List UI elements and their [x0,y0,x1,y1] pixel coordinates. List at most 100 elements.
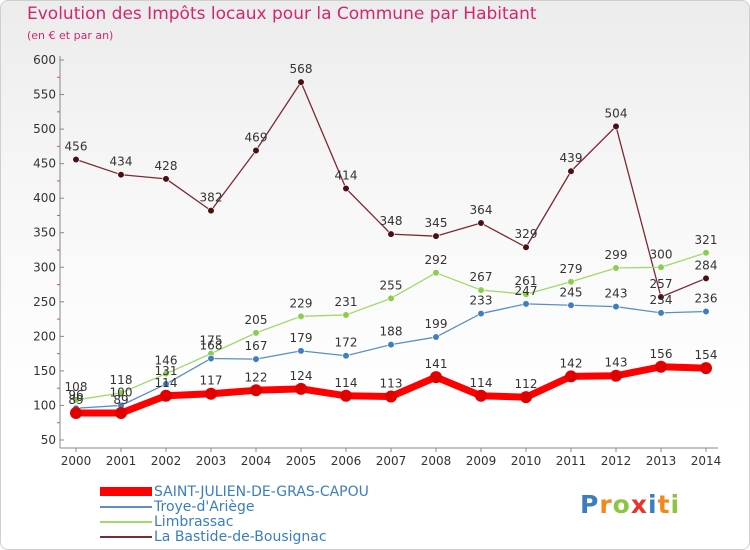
data-point [252,146,260,155]
legend-item: La Bastide-de-Bousignac [100,528,369,545]
legend-swatch [100,535,152,538]
data-point [477,219,485,227]
data-label: 141 [425,357,448,371]
data-label: 118 [110,373,133,387]
logo-letter: P [580,490,600,519]
data-label: 284 [695,258,718,272]
data-label: 236 [695,291,718,305]
data-label: 167 [245,339,268,353]
data-label: 114 [335,376,358,390]
data-label: 229 [290,296,313,310]
x-tick-label: 2012 [601,454,632,468]
y-tick-label: 250 [33,295,56,309]
data-label: 261 [515,274,538,288]
legend-item: Limbrassac [100,513,369,530]
data-label: 188 [380,325,403,339]
logo-letter: t [657,490,671,519]
data-label: 146 [155,354,178,368]
data-point [207,207,215,215]
x-tick-label: 2014 [691,454,722,468]
y-tick-label: 150 [33,364,56,378]
data-point [657,263,665,271]
legend-label: Limbrassac [154,513,234,530]
data-label: 364 [470,203,493,217]
legend-label: La Bastide-de-Bousignac [154,528,327,545]
data-label: 112 [515,377,538,391]
data-point [162,380,170,388]
y-tick-label: 450 [33,157,56,171]
data-label: 156 [650,347,673,361]
legend-item: SAINT-JULIEN-DE-GRAS-CAPOU [100,483,369,500]
y-tick-label: 200 [33,329,56,343]
data-label: 456 [65,139,88,153]
data-point [522,300,530,308]
data-label: 279 [560,262,583,276]
data-point [72,155,80,164]
data-label: 179 [290,331,313,345]
data-point [160,389,172,402]
data-label: 321 [695,233,718,247]
data-point [655,360,667,373]
data-point [340,389,352,402]
data-point [610,369,622,382]
data-label: 154 [695,348,718,362]
data-label: 108 [65,380,88,394]
x-tick-label: 2006 [331,454,362,468]
data-point [702,307,710,316]
legend-label: Troye-d'Ariège [154,498,255,515]
data-point [565,370,577,383]
data-point [477,286,485,294]
data-label: 345 [425,216,448,230]
data-point [567,301,575,309]
data-point [207,354,215,363]
data-label: 89 [113,393,128,407]
x-tick-label: 2008 [421,454,452,468]
data-point [477,309,485,318]
data-point [297,312,305,320]
data-label: 267 [470,270,493,284]
data-label: 143 [605,356,628,370]
x-tick-label: 2001 [106,454,137,468]
data-point [700,362,712,375]
data-label: 113 [380,376,403,390]
y-tick-label: 300 [33,260,56,274]
data-point [117,171,125,179]
data-point [432,232,440,240]
data-point [702,249,710,257]
data-label: 117 [200,374,223,388]
data-point [567,167,575,175]
data-label: 142 [560,356,583,370]
data-point [72,396,80,404]
data-label: 89 [68,393,83,407]
data-point [432,269,440,277]
data-label: 382 [200,191,223,205]
data-point [117,389,125,397]
data-point [252,329,260,337]
y-tick-label: 100 [33,398,56,412]
data-point [342,311,350,319]
data-label: 348 [380,214,403,228]
x-tick-label: 2007 [376,454,407,468]
legend-item: Troye-d'Ariège [100,498,369,515]
data-point [297,347,305,355]
data-label: 434 [110,155,133,169]
data-label: 234 [650,293,673,307]
data-label: 205 [245,313,268,327]
data-point [385,390,397,403]
legend-swatch [100,520,152,523]
data-point [387,341,395,349]
data-point [657,293,665,301]
data-label: 247 [515,284,538,298]
data-label: 175 [200,334,223,348]
legend-label: SAINT-JULIEN-DE-GRAS-CAPOU [154,483,369,500]
data-point [252,355,260,363]
data-label: 172 [335,336,358,350]
data-label: 168 [200,338,223,352]
data-label: 243 [605,287,628,301]
data-label: 245 [560,285,583,299]
data-label: 469 [245,131,268,145]
data-point [522,243,530,251]
y-tick-label: 50 [41,433,56,447]
data-label: 131 [155,364,178,378]
x-tick-label: 2004 [241,454,272,468]
